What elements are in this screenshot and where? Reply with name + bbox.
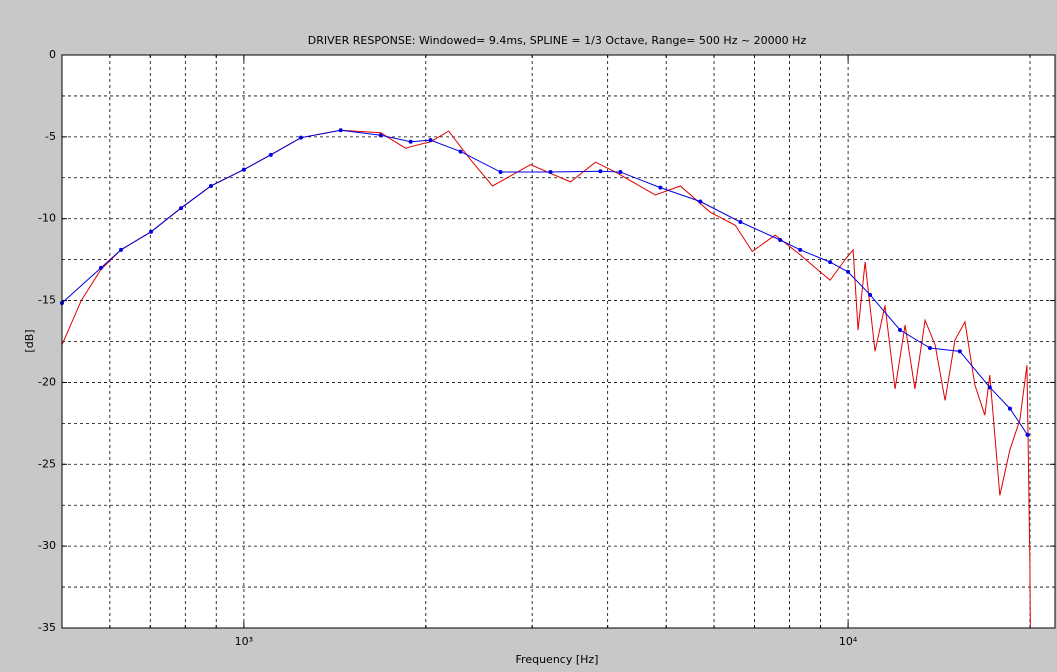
series-marker [598, 169, 603, 174]
series-marker [828, 260, 833, 265]
series-marker [1025, 432, 1030, 437]
y-axis-label: [dB] [23, 329, 36, 352]
series-marker [798, 247, 803, 252]
series-marker [408, 139, 413, 144]
chart-title: DRIVER RESPONSE: Windowed= 9.4ms, SPLINE… [308, 34, 807, 47]
x-tick-label: 10⁴ [839, 635, 858, 648]
series-marker [98, 265, 103, 270]
series-marker [241, 167, 246, 172]
series-marker [548, 170, 553, 175]
series-marker [927, 346, 932, 351]
series-marker [118, 247, 123, 252]
y-tick-label: -20 [38, 375, 56, 388]
series-marker [898, 328, 903, 333]
series-marker [658, 185, 663, 190]
series-marker [338, 128, 343, 133]
series-marker [1007, 406, 1012, 411]
series-marker [458, 149, 463, 154]
series-marker [778, 237, 783, 242]
x-axis-label: Frequency [Hz] [516, 653, 599, 666]
y-tick-label: -30 [38, 539, 56, 552]
y-tick-label: -25 [38, 457, 56, 470]
series-marker [868, 292, 873, 297]
y-tick-label: -15 [38, 294, 56, 307]
series-marker [738, 219, 743, 224]
y-tick-label: 0 [49, 48, 56, 61]
series-marker [208, 183, 213, 188]
series-marker [698, 199, 703, 204]
series-line [61, 129, 1028, 436]
series-marker [987, 385, 992, 390]
series-marker [179, 206, 184, 211]
series-marker [618, 170, 623, 175]
series-marker [428, 138, 433, 143]
series-marker [498, 170, 503, 175]
y-tick-label: -35 [38, 621, 56, 634]
plot-area [62, 55, 1055, 628]
series-marker [268, 152, 273, 157]
series-marker [149, 229, 154, 234]
y-tick-label: -5 [45, 130, 56, 143]
series-marker [957, 349, 962, 354]
x-tick-label: 10³ [235, 635, 253, 648]
series-marker [298, 135, 303, 140]
plot-frame [61, 54, 1056, 629]
y-tick-label: -10 [38, 212, 56, 225]
series-marker [378, 133, 383, 138]
series-marker [846, 269, 851, 274]
